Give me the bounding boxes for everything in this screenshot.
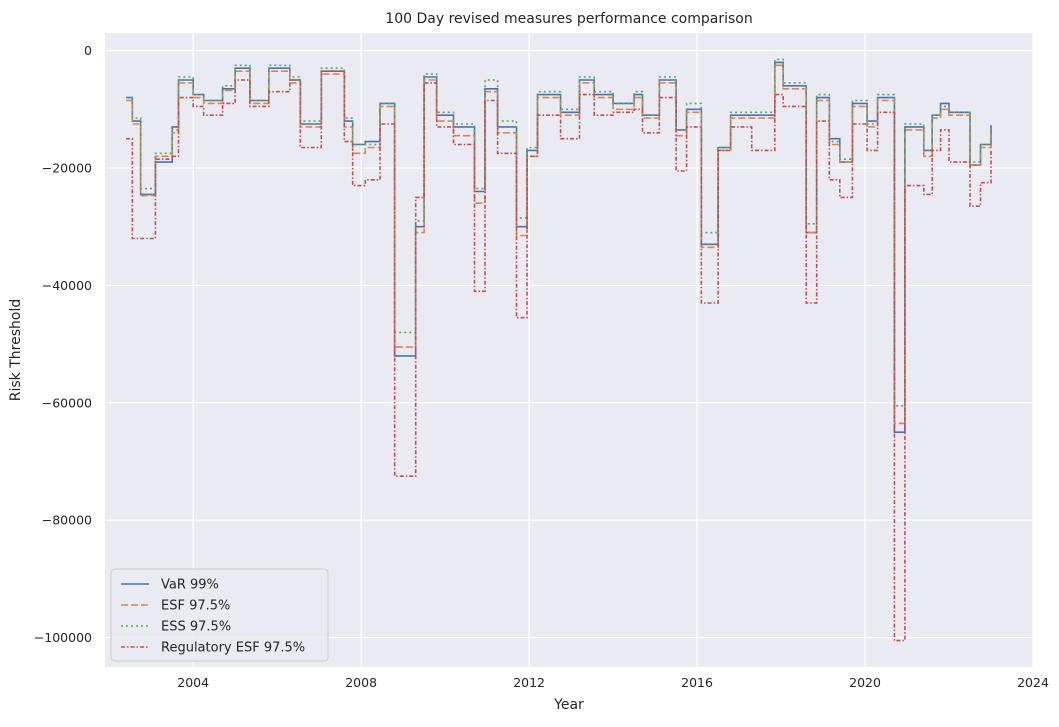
x-tick-label: 2004 xyxy=(177,675,209,690)
legend-label-1: ESF 97.5% xyxy=(161,599,230,614)
y-tick-label: 0 xyxy=(84,43,92,58)
x-tick-label: 2016 xyxy=(681,675,713,690)
y-tick-label: −60000 xyxy=(42,395,92,410)
legend-box xyxy=(110,568,329,662)
series-line-1 xyxy=(126,64,992,425)
y-tick-label: −40000 xyxy=(42,278,92,293)
x-tick-label: 2012 xyxy=(513,675,545,690)
gridlines xyxy=(105,33,1034,667)
series-line-3 xyxy=(126,70,992,642)
legend: VaR 99% ESF 97.5% ESS 97.5% Regulatory ESF … xyxy=(110,568,329,662)
legend-label-3: Regulatory ESF 97.5% xyxy=(161,641,305,656)
x-tick-label: 2024 xyxy=(1017,675,1049,690)
x-tick-labels: 2004 2008 2012 2016 2020 2024 xyxy=(177,675,1049,690)
legend-label-2: ESS 97.5% xyxy=(161,620,231,635)
x-tick-label: 2020 xyxy=(849,675,881,690)
y-tick-label: −100000 xyxy=(34,630,92,645)
y-tick-labels: 0 −20000 −40000 −60000 −80000 −100000 xyxy=(34,43,92,645)
chart-title: 100 Day revised measures performance com… xyxy=(385,11,752,27)
y-axis-label: Risk Threshold xyxy=(8,299,24,401)
y-tick-label: −80000 xyxy=(42,513,92,528)
x-tick-label: 2008 xyxy=(345,675,377,690)
series-lines xyxy=(126,58,992,642)
y-tick-label: −20000 xyxy=(42,161,92,176)
legend-label-0: VaR 99% xyxy=(161,578,219,593)
x-axis-label: Year xyxy=(553,697,584,713)
